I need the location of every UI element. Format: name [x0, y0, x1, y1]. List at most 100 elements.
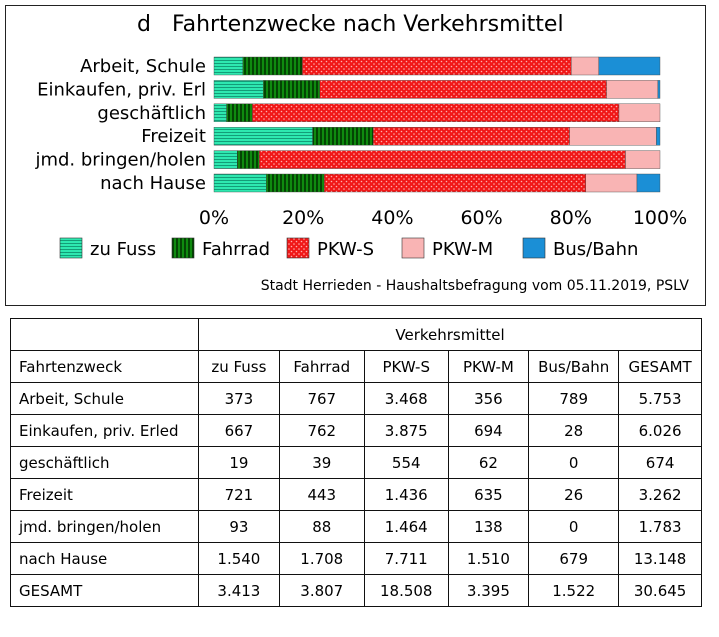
bar-segment: [213, 173, 267, 193]
bar-segment: [263, 80, 320, 99]
bar-segment: [571, 56, 600, 76]
legend-label: PKW-M: [432, 239, 493, 260]
category-label: Freizeit: [141, 126, 206, 147]
table-cell: 62: [447, 446, 530, 479]
table-cell: 3.468: [363, 382, 449, 415]
row-label: Freizeit: [9, 478, 200, 511]
table-cell: 1.783: [618, 510, 702, 543]
table-cell: 13.148: [618, 542, 702, 575]
bar-segment: [625, 150, 661, 169]
bar-segment: [242, 56, 303, 76]
row-header: Fahrtenzweck: [9, 350, 200, 383]
table-cell: 674: [618, 446, 702, 479]
table-cell: 5.753: [618, 382, 702, 415]
bar-segment: [598, 56, 661, 76]
table-cell: 1.708: [278, 542, 365, 575]
bar-segment: [252, 103, 620, 123]
bar-segment: [213, 80, 264, 99]
tick-label: 100%: [633, 207, 687, 229]
table-cell: 721: [198, 478, 280, 511]
table-cell: 443: [278, 478, 365, 511]
bar-segment: [213, 103, 227, 123]
table-cell: 1.522: [528, 574, 620, 607]
row-label: GESAMT: [9, 574, 200, 607]
legend: zu Fuss Fahrrad PKW-S PKW-M Bus/Bahn: [59, 237, 638, 260]
table-cell: 3.395: [447, 574, 530, 607]
table-cell: 1.510: [447, 542, 530, 575]
table-cell: 138: [447, 510, 530, 543]
tick-label: 20%: [282, 207, 324, 229]
bar-segment: [213, 126, 313, 146]
bar-segment: [302, 56, 572, 76]
table-cell: 0: [528, 510, 620, 543]
x-axis-tick-labels: 0% 20% 40% 60% 80% 100%: [199, 207, 687, 229]
table-cell: 18.508: [363, 574, 449, 607]
column-header: GESAMT: [618, 350, 702, 383]
category-label: geschäftlich: [97, 103, 206, 124]
table-cell: 7.711: [363, 542, 449, 575]
table-cell: 373: [198, 382, 280, 415]
bar-segment: [319, 80, 607, 99]
bar-segment: [636, 173, 661, 193]
bar-segment: [372, 126, 570, 146]
table-cell: 554: [363, 446, 449, 479]
category-label: nach Hause: [100, 173, 206, 194]
category-label: Einkaufen, priv. Erl: [37, 79, 206, 100]
table-cell: 762: [278, 414, 365, 447]
table-cell: 667: [198, 414, 280, 447]
table-row: Einkaufen, priv. Erled 667 762 3.875 694 28 6.…: [9, 414, 702, 447]
tick-label: 40%: [371, 207, 413, 229]
column-header: zu Fuss: [198, 350, 280, 383]
table-corner: [9, 318, 200, 351]
bar-segment: [259, 150, 626, 169]
category-label: jmd. bringen/holen: [34, 150, 206, 171]
row-label: jmd. bringen/holen: [9, 510, 200, 543]
table-cell: 789: [528, 382, 620, 415]
bar-segment: [213, 150, 238, 169]
table-cell: 635: [447, 478, 530, 511]
row-label: Einkaufen, priv. Erled: [9, 414, 200, 447]
column-header: Bus/Bahn: [528, 350, 620, 383]
chart-title: d Fahrtenzwecke nach Verkehrsmittel: [137, 12, 564, 37]
bar-segment: [569, 126, 657, 146]
bar-segment: [266, 173, 325, 193]
table-cell: 3.413: [198, 574, 280, 607]
bar-segment: [585, 173, 638, 193]
tick-label: 0%: [199, 207, 229, 229]
bar-segment: [237, 150, 260, 169]
bar-segment: [323, 173, 586, 193]
table-cell: 39: [278, 446, 365, 479]
legend-label: zu Fuss: [90, 239, 156, 260]
legend-swatch: [171, 237, 195, 259]
tick-label: 80%: [550, 207, 592, 229]
legend-swatch: [59, 237, 83, 259]
legend-label: PKW-S: [317, 239, 374, 260]
group-header: Verkehrsmittel: [198, 318, 702, 351]
legend-label: Fahrrad: [202, 239, 270, 260]
legend-label: Bus/Bahn: [553, 239, 638, 260]
table-cell: 30.645: [618, 574, 702, 607]
table-cell: 28: [528, 414, 620, 447]
row-label: geschäftlich: [9, 446, 200, 479]
table-header-row: Fahrtenzweck zu Fuss Fahrrad PKW-S PKW-M Bus…: [9, 350, 702, 383]
column-header: PKW-S: [363, 350, 449, 383]
table-row: Arbeit, Schule 373 767 3.468 356 789 5.753: [9, 382, 702, 415]
bar-segment: [226, 103, 253, 123]
table-cell: 679: [528, 542, 620, 575]
legend-swatch: [522, 237, 546, 259]
bar-segment: [657, 80, 661, 99]
table-cell: 694: [447, 414, 530, 447]
chart-title-text: Fahrtenzwecke nach Verkehrsmittel: [171, 12, 564, 37]
table-row: nach Hause 1.540 1.708 7.711 1.510 679 13.148: [9, 542, 702, 575]
table-cell: 19: [198, 446, 280, 479]
table-cell: 767: [278, 382, 365, 415]
column-header: PKW-M: [447, 350, 530, 383]
table-cell: 26: [528, 478, 620, 511]
table-row: Freizeit 721 443 1.436 635 26 3.262: [9, 478, 702, 511]
bar-segment: [312, 126, 374, 146]
bar-segment: [618, 103, 661, 123]
legend-swatch: [286, 237, 310, 259]
table-row: geschäftlich 19 39 554 62 0 674: [9, 446, 702, 479]
table-cell: 0: [528, 446, 620, 479]
